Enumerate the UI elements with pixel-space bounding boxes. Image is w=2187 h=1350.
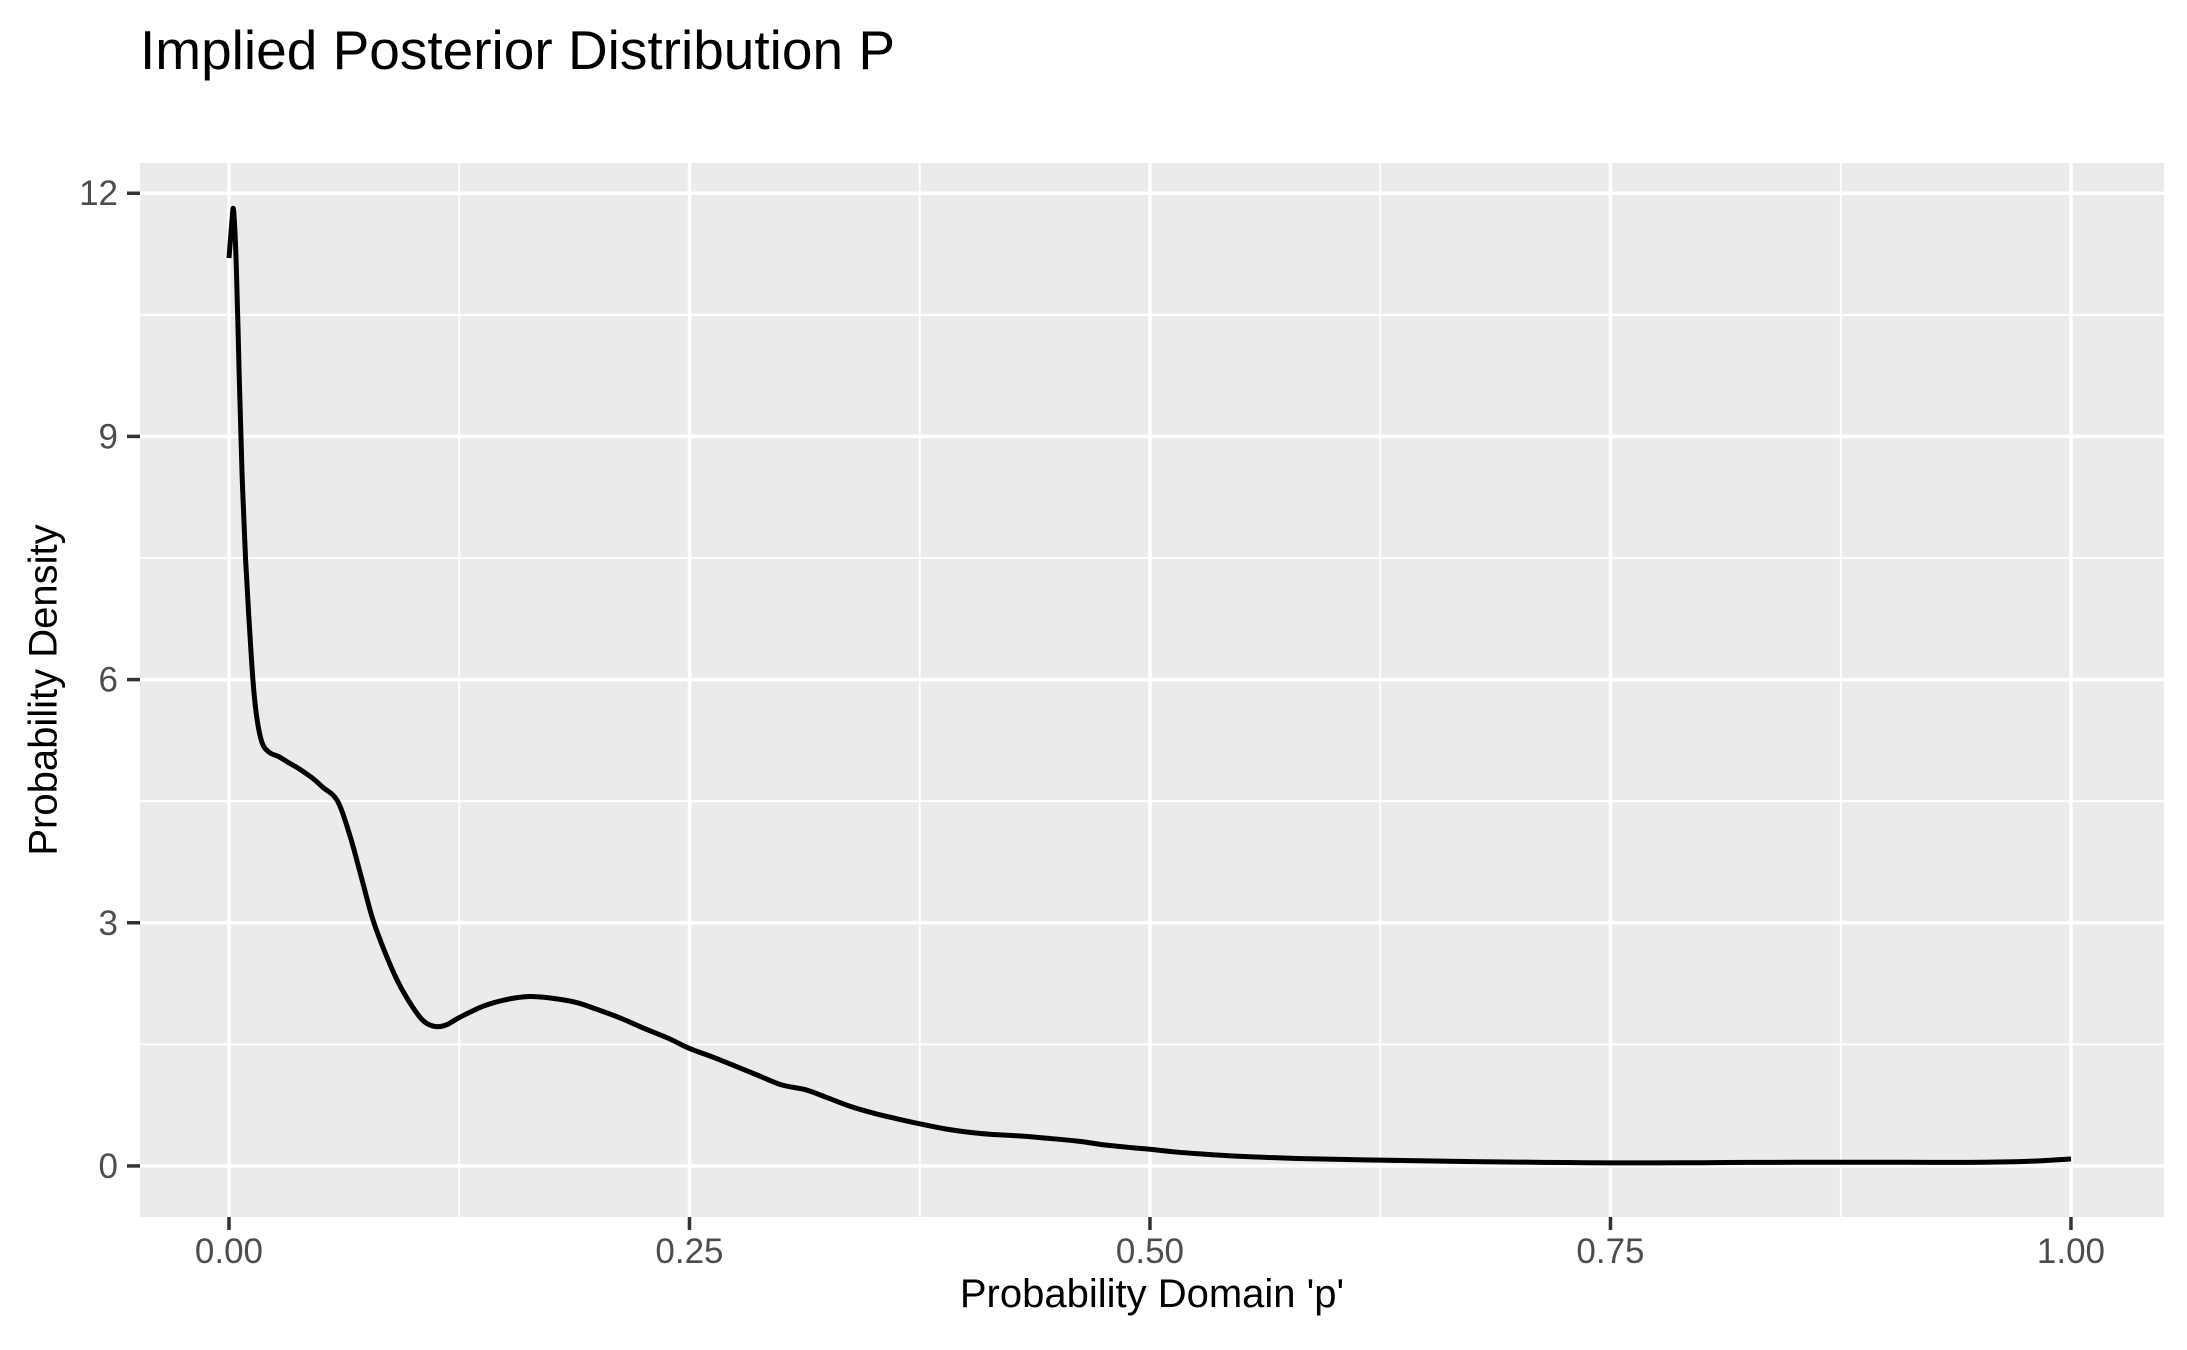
y-tick-label: 12 (79, 174, 118, 213)
x-tick-label: 1.00 (2037, 1232, 2105, 1271)
x-tick-label: 0.75 (1576, 1232, 1644, 1271)
x-tick-label: 0.00 (195, 1232, 263, 1271)
panel-background (140, 163, 2164, 1217)
density-curve (226, 205, 2072, 1166)
y-tick-label: 0 (99, 1147, 118, 1186)
y-tick-label: 3 (99, 904, 118, 943)
y-tick-label: 6 (99, 661, 118, 700)
y-tick-label: 9 (99, 417, 118, 456)
chart-title: Implied Posterior Distribution P (140, 19, 896, 81)
x-axis-title: Probability Domain 'p' (959, 1272, 1345, 1316)
x-tick-label: 0.50 (1116, 1232, 1184, 1271)
y-axis-title: Probability Density (21, 524, 66, 856)
x-tick-label: 0.25 (655, 1232, 723, 1271)
